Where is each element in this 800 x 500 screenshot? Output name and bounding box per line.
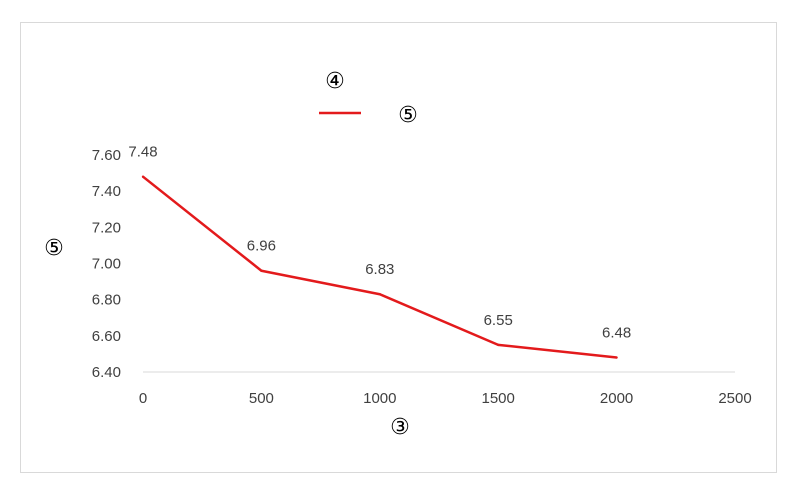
series-group bbox=[141, 175, 618, 359]
data-label: 6.96 bbox=[247, 238, 276, 255]
y-tick-label: 6.60 bbox=[92, 328, 121, 345]
chart-title: ④ bbox=[325, 68, 345, 93]
y-tick-label: 6.80 bbox=[92, 292, 121, 309]
data-point bbox=[141, 175, 145, 178]
y-tick-label: 7.00 bbox=[92, 256, 121, 273]
data-label: 7.48 bbox=[128, 144, 157, 161]
data-point bbox=[260, 269, 263, 272]
x-tick-label: 1000 bbox=[363, 390, 396, 407]
y-tick-label: 7.20 bbox=[92, 219, 121, 236]
x-tick-label: 1500 bbox=[482, 390, 515, 407]
y-tick-label: 6.40 bbox=[92, 364, 121, 381]
y-tick-label: 7.60 bbox=[92, 147, 121, 164]
data-labels: 7.48 6.96 6.83 6.55 6.48 bbox=[128, 144, 631, 342]
data-point bbox=[378, 293, 381, 296]
chart-frame bbox=[20, 22, 777, 473]
y-axis-title: ⑤ bbox=[44, 235, 64, 260]
x-axis-title: ③ bbox=[390, 414, 410, 439]
x-tick-label: 500 bbox=[249, 390, 274, 407]
data-label: 6.55 bbox=[484, 312, 513, 329]
x-tick-label: 2000 bbox=[600, 390, 633, 407]
x-axis-ticks: 0 500 1000 1500 2000 2500 bbox=[139, 390, 752, 407]
legend-label: ⑤ bbox=[398, 102, 418, 127]
y-tick-label: 7.40 bbox=[92, 183, 121, 200]
data-label: 6.48 bbox=[602, 325, 631, 342]
x-tick-label: 2500 bbox=[718, 390, 751, 407]
data-label: 6.83 bbox=[365, 261, 394, 278]
x-tick-label: 0 bbox=[139, 390, 147, 407]
y-axis-ticks: 6.40 6.60 6.80 7.00 7.20 7.40 7.60 bbox=[92, 147, 121, 381]
data-point bbox=[497, 343, 500, 347]
data-point bbox=[615, 356, 618, 359]
